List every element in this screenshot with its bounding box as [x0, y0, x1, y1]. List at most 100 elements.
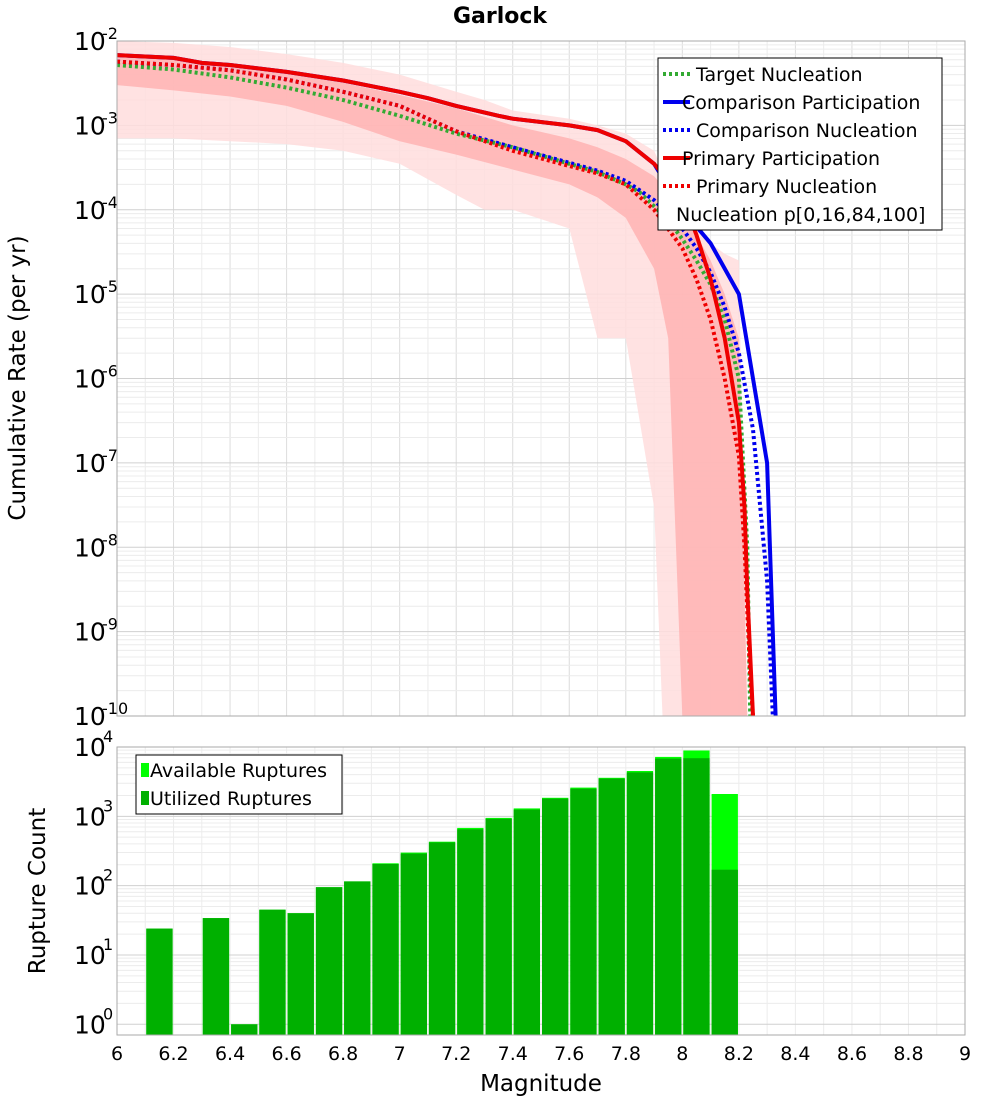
- bottom-y-tick-label: 104: [74, 727, 113, 762]
- x-tick-label: 6: [111, 1043, 123, 1065]
- tick-exponent: -4: [102, 193, 118, 212]
- top-y-tick-labels: 10-210-310-410-510-610-710-810-910-10: [74, 24, 128, 731]
- bar-utilized-ruptures: [711, 869, 738, 1035]
- bar-utilized-ruptures: [598, 778, 625, 1035]
- bar-utilized-ruptures: [457, 829, 484, 1035]
- top-uncertainty-bands: [117, 41, 748, 717]
- tick-base: 10: [74, 802, 106, 831]
- top-y-tick-label: 10-10: [74, 699, 128, 731]
- x-tick-label: 7.6: [554, 1043, 584, 1065]
- top-y-tick-label: 10-6: [74, 362, 118, 394]
- legend-label: Available Ruptures: [150, 760, 327, 782]
- top-y-tick-label: 10-2: [74, 24, 118, 56]
- tick-base: 10: [74, 280, 106, 309]
- top-y-axis-title: Cumulative Rate (per yr): [5, 235, 31, 520]
- x-tick-label: 8.4: [780, 1043, 810, 1065]
- tick-base: 10: [74, 111, 106, 140]
- bottom-legend: Available Ruptures Utilized Ruptures: [135, 754, 343, 815]
- legend-label: Primary Participation: [682, 148, 880, 170]
- bar-utilized-ruptures: [231, 1024, 258, 1035]
- top-legend-item: Nucleation p[0,16,84,100]: [676, 204, 925, 226]
- bottom-y-tick-label: 103: [74, 796, 113, 831]
- bottom-bars: [146, 750, 738, 1035]
- legend-label: Comparison Nucleation: [696, 120, 918, 142]
- band-p0-p100: [117, 41, 748, 716]
- top-legend: Target Nucleation Comparison Participatio…: [657, 57, 943, 231]
- top-y-tick-label: 10-7: [74, 446, 118, 478]
- top-legend-item: Primary Participation: [663, 148, 880, 170]
- tick-base: 10: [74, 533, 106, 562]
- series-line-primary-participation: [116, 53, 755, 717]
- bar-utilized-ruptures: [259, 909, 286, 1035]
- tick-base: 10: [74, 365, 106, 394]
- bar-utilized-ruptures: [570, 788, 597, 1035]
- tick-exponent: -6: [102, 362, 118, 381]
- bar-utilized-ruptures: [372, 864, 399, 1035]
- top-legend-item: Comparison Nucleation: [663, 120, 918, 142]
- bar-utilized-ruptures: [542, 798, 569, 1035]
- top-y-tick-label: 10-4: [74, 193, 118, 225]
- top-plot-frame: [116, 40, 966, 717]
- bar-utilized-ruptures: [287, 913, 314, 1035]
- legend-label: Target Nucleation: [695, 64, 863, 86]
- x-tick-label: 8.2: [724, 1043, 754, 1065]
- tick-base: 10: [74, 872, 106, 901]
- legend-label: Utilized Ruptures: [150, 788, 312, 810]
- x-axis-title: Magnitude: [480, 1071, 602, 1097]
- bottom-y-axis-title: Rupture Count: [25, 808, 51, 974]
- tick-base: 10: [74, 27, 106, 56]
- bar-utilized-ruptures: [315, 887, 343, 1035]
- bar-utilized-ruptures: [428, 842, 456, 1035]
- legend-label: Comparison Participation: [682, 92, 920, 114]
- tick-exponent: 2: [103, 866, 113, 885]
- tick-exponent: -9: [102, 615, 118, 634]
- x-tick-label: 6.8: [328, 1043, 358, 1065]
- bar-utilized-ruptures: [655, 758, 682, 1035]
- top-y-tick-label: 10-8: [74, 530, 118, 562]
- bar-utilized-ruptures: [683, 758, 710, 1035]
- tick-base: 10: [74, 941, 106, 970]
- legend-label: Primary Nucleation: [696, 176, 877, 198]
- tick-exponent: -5: [102, 277, 118, 296]
- x-tick-label: 6.2: [158, 1043, 188, 1065]
- bottom-legend-item: Utilized Ruptures: [141, 788, 312, 810]
- tick-exponent: -2: [102, 24, 118, 43]
- tick-base: 10: [74, 1010, 106, 1039]
- tick-exponent: -10: [102, 699, 128, 718]
- bottom-y-tick-label: 102: [74, 866, 113, 901]
- chart-title: Garlock: [453, 4, 548, 29]
- bar-utilized-ruptures: [344, 881, 371, 1035]
- bottom-y-tick-label: 101: [74, 935, 113, 970]
- bar-utilized-ruptures: [626, 772, 654, 1035]
- tick-base: 10: [74, 449, 106, 478]
- tick-exponent: -8: [102, 530, 118, 549]
- x-tick-label: 7.2: [441, 1043, 471, 1065]
- series-line-comparison-nucleation: [116, 59, 775, 717]
- bottom-y-tick-label: 100: [74, 1004, 113, 1039]
- x-tick-label: 6.6: [271, 1043, 301, 1065]
- top-y-tick-label: 10-3: [74, 108, 118, 140]
- tick-base: 10: [74, 618, 106, 647]
- band-p16-p84: [117, 56, 748, 717]
- tick-exponent: -3: [102, 108, 118, 127]
- top-legend-box: [657, 57, 943, 231]
- x-tick-label: 7.8: [611, 1043, 641, 1065]
- tick-exponent: 3: [103, 796, 113, 815]
- top-legend-item: Target Nucleation: [663, 64, 863, 86]
- bottom-legend-box: [135, 754, 343, 815]
- tick-base: 10: [74, 196, 106, 225]
- legend-swatch: [141, 791, 149, 805]
- top-legend-item: Primary Nucleation: [663, 176, 877, 198]
- bar-utilized-ruptures: [400, 853, 427, 1035]
- x-tick-label: 7: [394, 1043, 406, 1065]
- top-y-tick-label: 10-5: [74, 277, 118, 309]
- bottom-plot-frame: [116, 746, 966, 1036]
- tick-exponent: -7: [102, 446, 118, 465]
- top-y-tick-label: 10-9: [74, 615, 118, 647]
- bottom-legend-item: Available Ruptures: [141, 760, 327, 782]
- x-tick-label: 6.4: [215, 1043, 245, 1065]
- top-series-lines: [116, 53, 778, 717]
- bar-utilized-ruptures: [202, 918, 230, 1035]
